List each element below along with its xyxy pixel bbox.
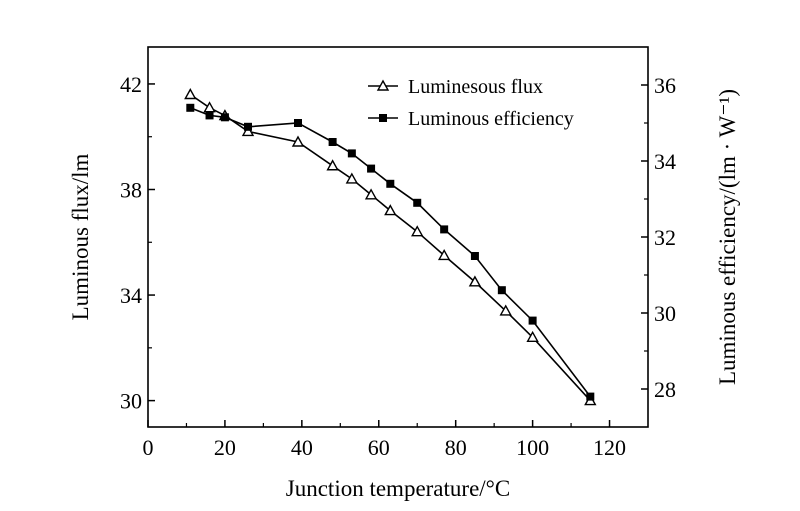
efficiency-data-point [328, 138, 337, 146]
y-tick-label: 38 [120, 178, 142, 203]
x-axis-title: Junction temperature/°C [286, 476, 510, 501]
flux-data-point [345, 172, 359, 184]
flux-data-point [364, 188, 378, 200]
x-tick-label: 100 [516, 435, 549, 460]
y-tick-label: 34 [120, 283, 142, 308]
flux-data-point [291, 135, 305, 147]
efficiency-data-point [186, 103, 195, 112]
x-tick-label: 60 [368, 435, 390, 460]
efficiency-data-point [440, 225, 449, 234]
efficiency-data-point [220, 113, 229, 122]
efficiency-data-point [528, 316, 537, 325]
y-tick-label: 42 [120, 72, 142, 97]
legend-label-flux: Luminesous flux [408, 76, 543, 98]
efficiency-data-point [367, 164, 376, 173]
efficiency-data-point [244, 122, 252, 131]
flux-data-point [384, 204, 397, 216]
series-layer [184, 88, 597, 406]
x-tick-label: 80 [445, 435, 467, 460]
efficiency-data-point [386, 179, 395, 188]
y-tick-label: 30 [120, 389, 142, 414]
efficiency-data-point [294, 119, 302, 127]
flux-data-point [326, 159, 339, 171]
y2-tick-label: 28 [654, 377, 676, 402]
efficiency-data-point [586, 392, 595, 401]
efficiency-data-point [347, 149, 356, 158]
flux-data-point [437, 249, 451, 261]
flux-data-point [241, 125, 255, 137]
flux-data-point [526, 330, 539, 342]
flux-data-point [411, 225, 424, 237]
y2-tick-label: 36 [654, 73, 676, 98]
flux-series-line [189, 93, 591, 402]
y2-tick-label: 34 [654, 149, 676, 174]
flux-data-point [184, 88, 197, 100]
efficiency-data-point [497, 286, 506, 295]
x-tick-label: 0 [143, 435, 154, 460]
plot-frame [147, 46, 649, 428]
efficiency-data-point [413, 198, 422, 207]
x-tick-label: 40 [291, 435, 313, 460]
efficiency-data-point [470, 252, 479, 260]
legend-square-marker [379, 114, 387, 122]
x-tick-label: 20 [214, 435, 236, 460]
axis-ticks: 0 20 40 60 80 100 120 30 34 38 42 28 30 32 34 36 [120, 72, 676, 460]
y2-tick-label: 32 [654, 225, 676, 250]
y2-tick-label: 30 [654, 301, 676, 326]
y-axis-title: Luminous flux/lm [68, 154, 93, 321]
x-tick-label: 120 [593, 435, 626, 460]
legend: Luminesous flux Luminous efficiency [368, 76, 574, 130]
efficiency-data-point [205, 111, 214, 120]
flux-data-point [499, 304, 512, 316]
efficiency-series-line [190, 107, 591, 398]
legend-label-efficiency: Luminous efficiency [408, 108, 574, 130]
flux-data-point [203, 101, 216, 113]
legend-triangle-marker [376, 79, 390, 91]
flux-data-point [468, 275, 482, 287]
y2-axis-title: Luminous efficiency/(lm · W⁻¹) [715, 89, 740, 385]
